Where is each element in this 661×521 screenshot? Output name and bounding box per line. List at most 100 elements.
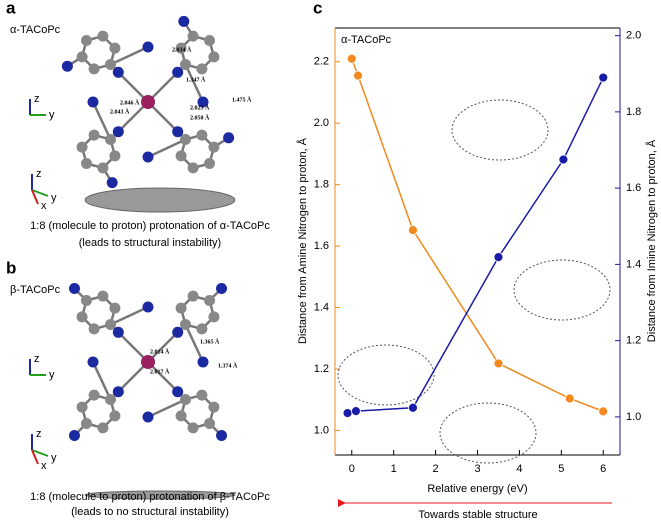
atom — [196, 129, 208, 141]
atom — [80, 418, 92, 430]
data-point — [598, 72, 609, 83]
y2-tick-label: 1.6 — [626, 182, 641, 194]
cobalt-atom — [141, 355, 155, 369]
axis-letter: x — [41, 200, 47, 212]
axis-arrow — [31, 189, 49, 197]
y2-tick-label: 1.0 — [626, 411, 641, 423]
panel-title: β-TACoPc — [10, 284, 61, 296]
atom — [112, 66, 124, 78]
atom — [179, 393, 191, 405]
atom — [187, 162, 199, 174]
atom — [208, 51, 220, 63]
molecule — [68, 282, 228, 442]
atom — [76, 311, 88, 323]
atom — [76, 401, 88, 413]
bond-length: 1.365 Å — [200, 337, 220, 345]
data-point — [598, 406, 609, 417]
axis-letter: z — [36, 428, 42, 440]
atom — [109, 150, 121, 162]
atom — [109, 42, 121, 54]
data-point — [346, 53, 357, 64]
atom — [175, 150, 187, 162]
side-view — [84, 187, 236, 213]
caption-note: (leads to structural instability) — [79, 237, 221, 249]
atom — [179, 133, 191, 145]
atom — [105, 393, 117, 405]
data-point — [493, 358, 504, 369]
data-point — [408, 225, 418, 236]
bond-length: 1.475 Å — [232, 95, 252, 103]
bond-length: 2.017 Å — [150, 367, 170, 375]
y-tick-label: 1.6 — [314, 240, 329, 252]
structure-inset — [439, 402, 537, 464]
atom — [187, 290, 199, 302]
axis-letter: z — [34, 353, 40, 365]
bond-length: 1.374 Å — [218, 361, 238, 369]
atom — [80, 34, 92, 46]
y2-axis-label: Distance from Imine Nitrogen to proton, … — [645, 139, 658, 342]
atom — [80, 294, 92, 306]
atom — [142, 151, 154, 163]
atom — [88, 323, 100, 335]
atom — [204, 158, 216, 170]
structure-inset — [451, 99, 549, 161]
bond-length: 2.034 Å — [172, 45, 192, 53]
data-point — [558, 154, 569, 165]
axis-letter: y — [51, 192, 57, 204]
data-point — [564, 393, 575, 404]
x-tick-label: 4 — [516, 463, 522, 475]
y-tick-label: 1.2 — [314, 363, 329, 375]
axis-letter: y — [49, 369, 55, 381]
atom — [109, 410, 121, 422]
atom — [87, 356, 99, 368]
atom — [97, 290, 109, 302]
atom — [178, 15, 190, 27]
axis-arrow — [31, 449, 39, 465]
side-view — [84, 490, 236, 500]
atom — [142, 301, 154, 313]
atom — [88, 129, 100, 141]
atom — [88, 63, 100, 75]
bond — [117, 71, 149, 103]
atom — [142, 41, 154, 53]
atom — [187, 422, 199, 434]
atom — [196, 389, 208, 401]
atom — [112, 386, 124, 398]
atom — [223, 132, 235, 144]
x-tick-label: 2 — [433, 463, 439, 475]
bond-length: 1.347 Å — [186, 75, 206, 83]
structure-inset — [337, 344, 435, 406]
y2-tick-label: 1.2 — [626, 335, 641, 347]
y-tick-label: 1.4 — [314, 301, 329, 313]
atom — [106, 177, 118, 189]
atom — [172, 326, 184, 338]
atom — [109, 302, 121, 314]
atom — [204, 294, 216, 306]
atom — [197, 356, 209, 368]
panel-label: b — [6, 258, 16, 277]
atom — [105, 59, 117, 71]
data-point — [351, 406, 361, 417]
y-tick-label: 2.2 — [314, 56, 329, 68]
bond — [117, 101, 149, 133]
x-tick-label: 0 — [349, 463, 355, 475]
arrow-label: Towards stable structure — [418, 509, 537, 521]
data-point — [342, 408, 353, 418]
panel-label: a — [6, 0, 16, 17]
atom — [216, 282, 228, 294]
axis-letter: y — [51, 452, 57, 464]
data-point — [493, 252, 504, 263]
atom — [197, 96, 209, 108]
bond — [147, 101, 179, 133]
atom — [175, 302, 187, 314]
axis-letter: y — [49, 109, 55, 121]
caption-note: (leads to no structural instability) — [71, 506, 229, 518]
atom — [97, 422, 109, 434]
x-tick-label: 5 — [558, 463, 564, 475]
atom — [105, 133, 117, 145]
atom — [88, 389, 100, 401]
atom — [179, 319, 191, 331]
atom — [80, 158, 92, 170]
x-axis-label: Relative energy (eV) — [427, 483, 527, 495]
